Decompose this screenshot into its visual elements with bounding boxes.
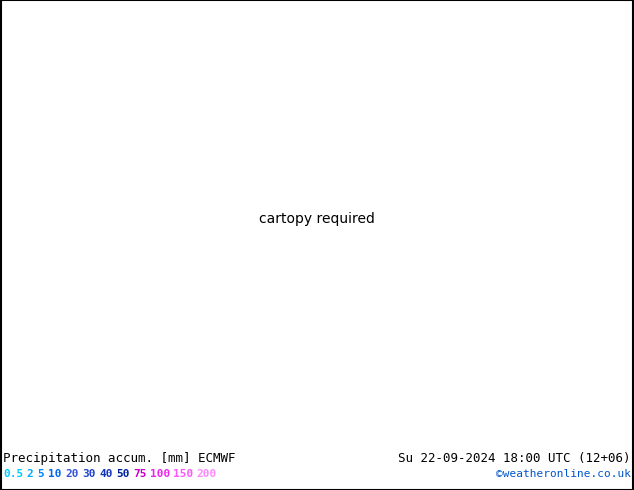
Text: 40: 40: [99, 469, 112, 479]
Text: 20: 20: [65, 469, 79, 479]
Text: 10: 10: [48, 469, 61, 479]
Text: 2: 2: [26, 469, 33, 479]
Text: 50: 50: [116, 469, 129, 479]
Text: 0.5: 0.5: [3, 469, 23, 479]
Text: 200: 200: [196, 469, 216, 479]
Text: 75: 75: [133, 469, 146, 479]
Text: 5: 5: [37, 469, 44, 479]
Text: 30: 30: [82, 469, 96, 479]
Text: cartopy required: cartopy required: [259, 212, 375, 226]
Text: 100: 100: [150, 469, 171, 479]
Text: 150: 150: [173, 469, 193, 479]
Text: ©weatheronline.co.uk: ©weatheronline.co.uk: [496, 469, 631, 479]
Text: Precipitation accum. [mm] ECMWF: Precipitation accum. [mm] ECMWF: [3, 452, 235, 465]
Text: Su 22-09-2024 18:00 UTC (12+06): Su 22-09-2024 18:00 UTC (12+06): [399, 452, 631, 465]
